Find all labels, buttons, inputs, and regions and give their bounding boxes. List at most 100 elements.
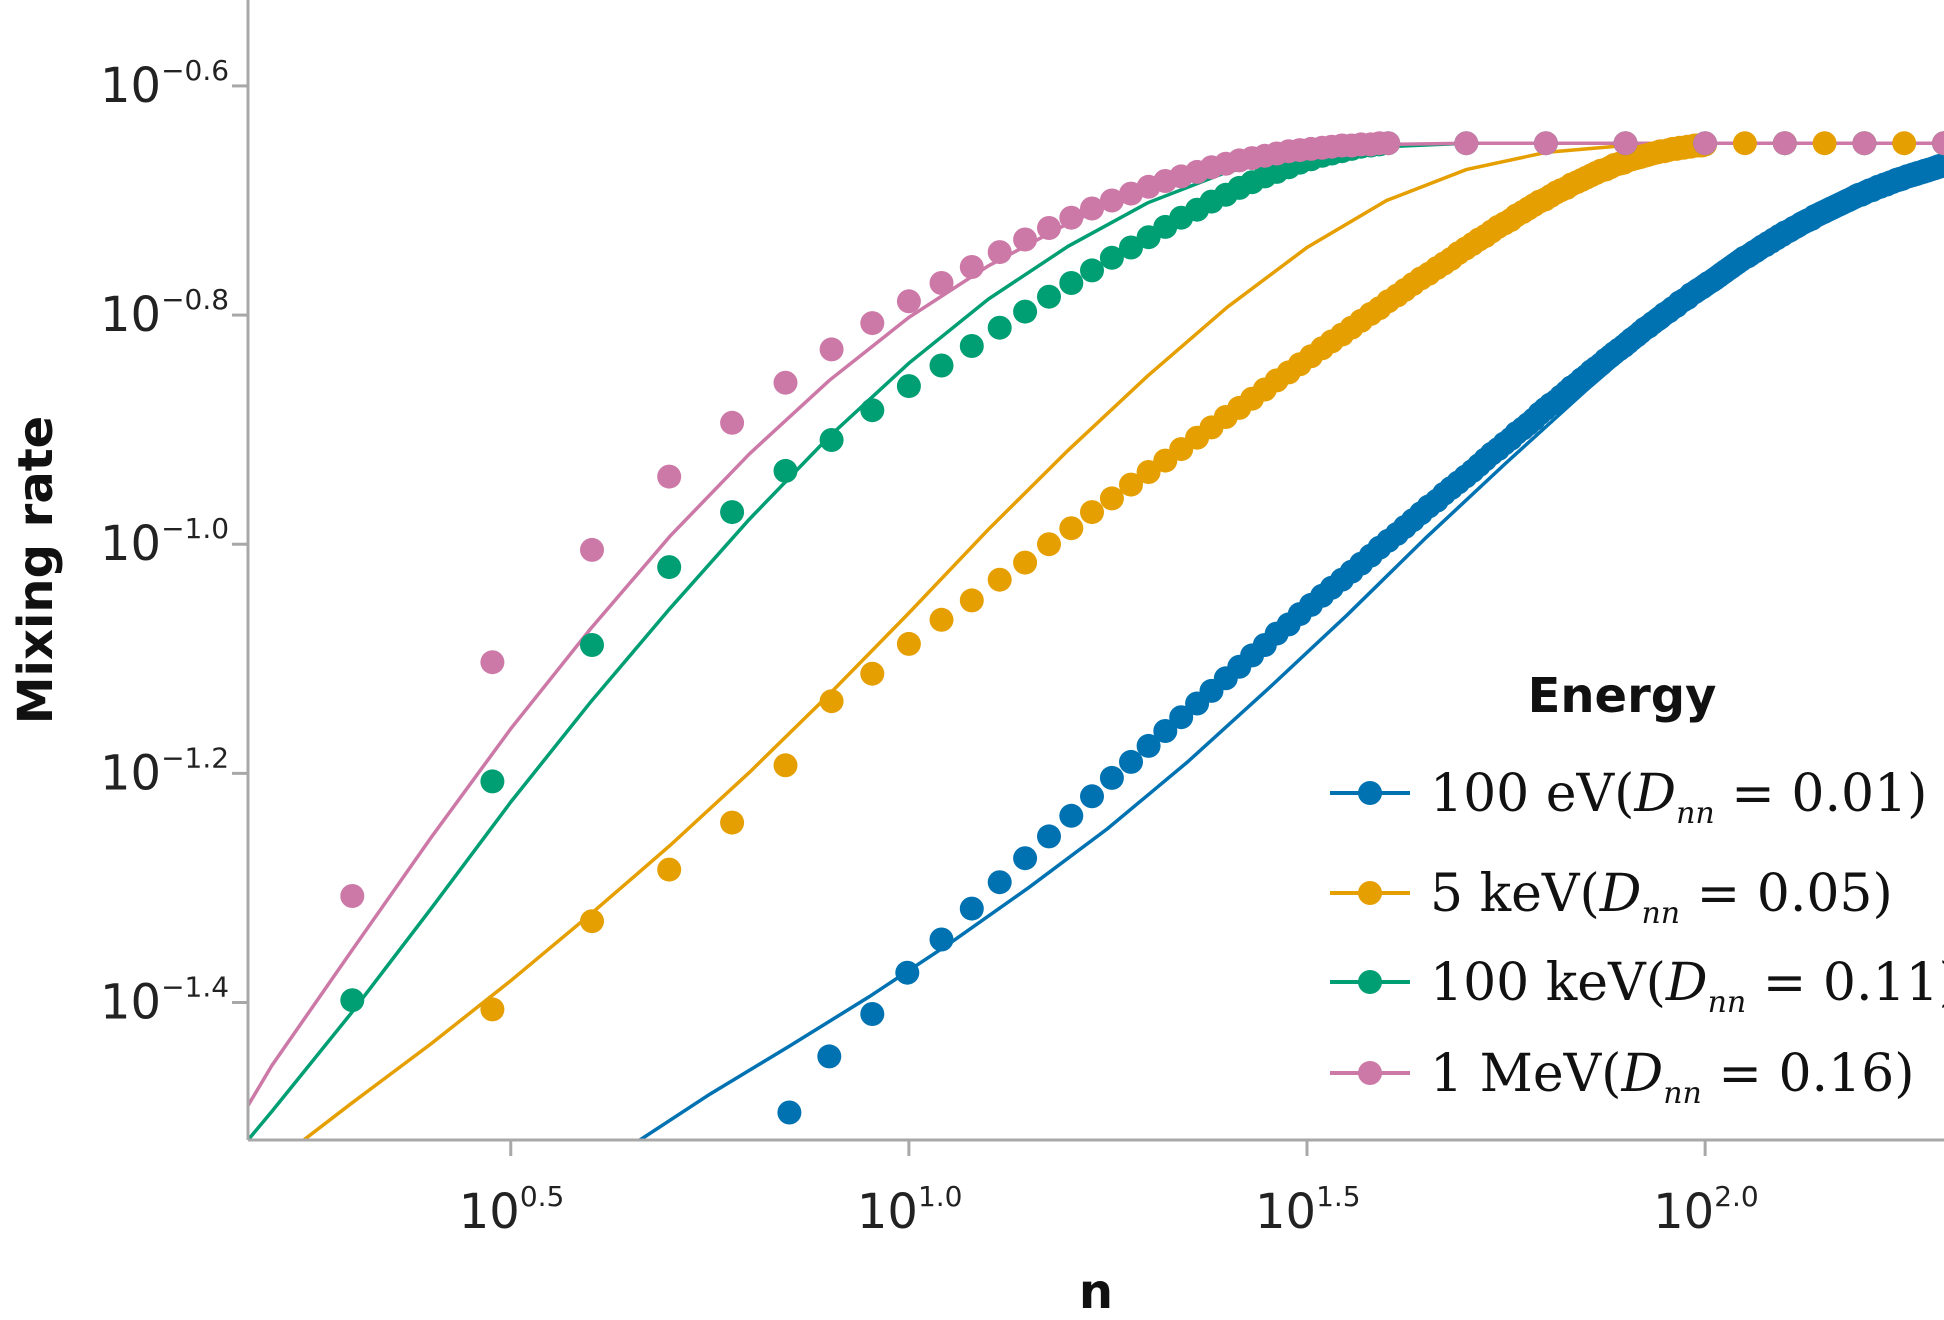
fit-curve-1 <box>302 141 1944 1140</box>
x-tick-label: 101.0 <box>857 1180 963 1240</box>
data-point <box>1037 284 1061 309</box>
data-point <box>959 896 984 921</box>
data-point <box>1080 784 1104 809</box>
data-point <box>987 240 1012 265</box>
legend-label-0: 100 eV(Dnn = 0.01) <box>1430 764 1927 831</box>
data-point <box>1013 846 1038 871</box>
x-tick-label: 101.5 <box>1255 1180 1361 1240</box>
data-point <box>720 500 745 525</box>
data-point <box>1852 131 1877 156</box>
data-point <box>860 661 885 686</box>
data-point <box>1037 532 1061 557</box>
legend-label-2: 100 keV(Dnn = 0.11) <box>1430 953 1944 1020</box>
data-markers <box>340 131 1944 1125</box>
data-point <box>1013 299 1038 324</box>
data-point <box>1099 245 1124 270</box>
data-point <box>1812 131 1837 156</box>
data-point <box>1059 803 1084 828</box>
legend-label-3: 1 MeV(Dnn = 0.16) <box>1430 1044 1915 1111</box>
data-point <box>819 689 844 714</box>
data-point <box>929 927 954 952</box>
data-point <box>1059 271 1084 295</box>
data-point <box>959 255 984 279</box>
data-point <box>657 555 682 580</box>
data-point <box>480 769 505 794</box>
data-point <box>1099 486 1124 511</box>
data-point <box>720 410 745 435</box>
x-tick-label: 100.5 <box>459 1180 565 1240</box>
data-point <box>340 884 365 908</box>
data-point <box>1013 550 1038 575</box>
legend-title: Energy <box>1528 668 1717 724</box>
data-point <box>1732 131 1757 156</box>
data-point <box>1037 824 1061 849</box>
data-point <box>959 588 984 613</box>
data-point <box>819 428 844 452</box>
data-point <box>720 810 745 835</box>
data-point <box>860 311 885 336</box>
legend-marker-3 <box>1358 1061 1382 1085</box>
data-point <box>773 370 798 395</box>
data-point <box>987 870 1012 895</box>
data-point <box>1119 235 1143 260</box>
data-point <box>860 398 885 423</box>
data-point <box>1153 719 1178 743</box>
data-point <box>773 753 798 778</box>
data-point <box>777 1100 802 1125</box>
y-tick-label: 10−0.8 <box>100 283 229 343</box>
data-point <box>1080 258 1104 283</box>
data-point <box>657 464 682 489</box>
data-point <box>340 988 365 1013</box>
x-axis-title: n <box>1079 1264 1113 1320</box>
data-point <box>580 909 604 934</box>
legend-marker-0 <box>1358 781 1382 805</box>
data-point <box>1772 131 1797 156</box>
y-tick-label: 10−1.4 <box>100 971 229 1031</box>
data-point <box>896 374 921 399</box>
y-axis-title: Mixing rate <box>8 416 64 724</box>
data-point <box>896 631 921 656</box>
data-point <box>929 607 954 632</box>
legend: Energy 100 eV(Dnn = 0.01) 5 keV(Dnn = 0.0… <box>1330 668 1944 1111</box>
data-point <box>580 633 604 657</box>
data-point <box>895 960 920 985</box>
data-point <box>1931 153 1944 177</box>
data-point <box>1136 733 1161 758</box>
data-point <box>1037 216 1061 240</box>
data-point <box>817 1044 842 1069</box>
data-point <box>819 337 844 362</box>
legend-marker-1 <box>1358 881 1382 905</box>
data-point <box>929 271 954 295</box>
y-tick-label: 10−1.0 <box>100 512 229 572</box>
data-point <box>1454 131 1479 156</box>
data-point <box>1892 131 1917 156</box>
data-point <box>1533 131 1558 156</box>
data-point <box>896 289 921 314</box>
y-tick-label: 10−1.2 <box>100 741 229 801</box>
data-point <box>1099 188 1124 213</box>
plot-area <box>248 131 1944 1140</box>
data-point <box>1099 765 1124 790</box>
data-point <box>1080 500 1104 525</box>
data-point <box>987 315 1012 340</box>
data-point <box>1080 196 1104 221</box>
data-point <box>1376 131 1401 156</box>
y-axis-ticks: 10−0.6 10−0.8 10−1.0 10−1.2 10−1.4 <box>100 54 248 1031</box>
data-point <box>1169 705 1194 730</box>
data-point <box>1013 227 1038 252</box>
data-point <box>480 997 505 1022</box>
data-point <box>1613 131 1638 156</box>
legend-label-1: 5 keV(Dnn = 0.05) <box>1430 864 1893 931</box>
y-tick-label: 10−0.6 <box>100 54 229 114</box>
legend-marker-2 <box>1358 970 1382 994</box>
data-point <box>1693 131 1718 156</box>
data-point <box>959 334 984 358</box>
data-point <box>1932 131 1944 156</box>
data-point <box>860 1002 885 1026</box>
data-point <box>480 650 505 675</box>
data-point <box>1119 472 1143 497</box>
data-point <box>1119 749 1143 774</box>
data-point <box>773 458 798 483</box>
x-axis-ticks: 100.5 101.0 101.5 102.0 <box>459 1140 1759 1240</box>
